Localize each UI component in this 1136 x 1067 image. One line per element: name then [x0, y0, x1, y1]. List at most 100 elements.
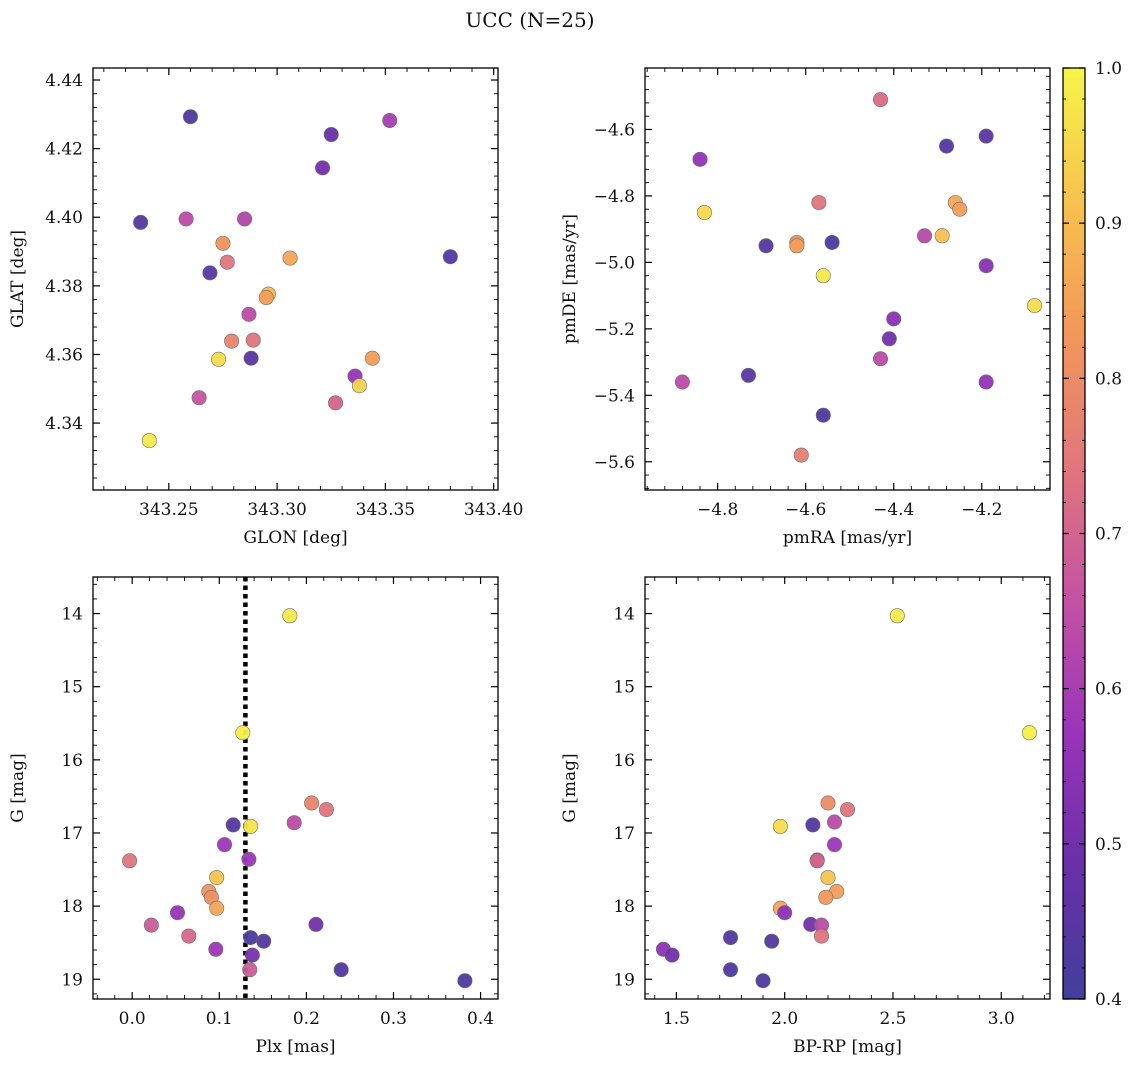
y-axis-label: pmDE [mas/yr]: [560, 214, 580, 344]
x-tick-label: 343.35: [356, 500, 415, 520]
scatter-point: [209, 870, 225, 886]
x-axis-label: Plx [mas]: [255, 1037, 335, 1057]
panels-group: 343.25 343.30 343.35 343.40 4.34 4.36 4.38 4.40…: [8, 67, 1051, 1057]
colorbar-tick-label: 0.6: [1095, 680, 1122, 700]
x-axis-label: pmRA [mas/yr]: [783, 528, 912, 548]
scatter-point: [308, 916, 324, 932]
y-tick-label: 18: [613, 897, 635, 917]
y-tick-label: 4.34: [45, 414, 83, 434]
y-tick-label: 14: [61, 605, 83, 625]
scatter-point: [282, 250, 298, 266]
colorbar: 0.4 0.5 0.6 0.7 0.8 0.9 1.0: [1062, 59, 1122, 1010]
scatter-points: [122, 608, 473, 989]
y-tick-label: 4.38: [45, 277, 83, 297]
y-tick-label: 4.42: [45, 140, 83, 160]
scatter-point: [181, 928, 197, 944]
scatter-point: [777, 905, 793, 921]
scatter-point: [224, 333, 240, 349]
x-tick-label: −4.6: [785, 500, 826, 520]
colorbar-tick-label: 1.0: [1095, 59, 1122, 79]
scatter-point: [827, 814, 843, 830]
scatter-point: [814, 928, 830, 944]
x-tick-label: 0.0: [119, 1009, 146, 1029]
scatter-point: [809, 853, 825, 869]
scatter-point: [873, 92, 889, 108]
scatter-point: [244, 947, 260, 963]
scatter-point: [723, 962, 739, 978]
colorbar-tick-label: 0.8: [1095, 369, 1122, 389]
x-tick-label: 3.0: [988, 1009, 1015, 1029]
scatter-point: [674, 374, 690, 390]
x-tick-label: −4.4: [873, 500, 914, 520]
y-tick-label: 4.44: [45, 71, 83, 91]
scatter-points: [674, 92, 1043, 463]
scatter-point: [818, 889, 834, 905]
x-axis-label: GLON [deg]: [243, 528, 347, 548]
y-axis-label: G [mag]: [8, 753, 28, 822]
scatter-point: [282, 608, 298, 624]
scatter-point: [133, 214, 149, 230]
scatter-point: [351, 378, 367, 394]
scatter-point: [873, 351, 889, 367]
scatter-points: [133, 109, 458, 449]
panel-proper-motion: −4.8 −4.6 −4.4 −4.2 −5.6 −5.4 −5.2 −5.0 −4.8 −4.6…: [560, 67, 1051, 548]
x-tick-label: 343.30: [247, 500, 306, 520]
plot-frame: [92, 67, 499, 491]
scatter-point: [243, 350, 259, 366]
y-tick-label: −5.0: [594, 253, 635, 273]
scatter-point: [939, 138, 955, 154]
x-tick-label: 343.40: [464, 500, 523, 520]
scatter-point: [820, 870, 836, 886]
figure-title: UCC (N=25): [465, 8, 594, 32]
scatter-point: [191, 390, 207, 406]
scatter-points: [655, 608, 1037, 989]
y-tick-label: −4.6: [594, 120, 635, 140]
scatter-point: [805, 817, 821, 833]
scatter-point: [202, 265, 218, 281]
scatter-point: [889, 608, 905, 624]
x-tick-label: 0.2: [293, 1009, 320, 1029]
scatter-point: [886, 311, 902, 327]
x-tick-label: −4.2: [961, 500, 1002, 520]
plot-frame: [644, 67, 1051, 491]
scatter-point: [789, 238, 805, 254]
scatter-point: [664, 947, 680, 963]
x-tick-label: 0.4: [467, 1009, 494, 1029]
scatter-point: [217, 837, 233, 853]
scatter-point: [978, 128, 994, 144]
scatter-point: [286, 815, 302, 831]
scatter-point: [1027, 298, 1043, 314]
y-tick-label: 18: [61, 897, 83, 917]
scatter-point: [245, 332, 261, 348]
scatter-point: [692, 151, 708, 167]
y-tick-label: 17: [613, 824, 635, 844]
scatter-point: [755, 973, 771, 989]
scatter-point: [122, 853, 138, 869]
scatter-point: [208, 941, 224, 957]
x-tick-label: 2.5: [879, 1009, 906, 1029]
scatter-point: [442, 249, 458, 265]
scatter-point: [209, 900, 225, 916]
scatter-point: [457, 973, 473, 989]
scatter-point: [211, 351, 227, 367]
scatter-point: [839, 802, 855, 818]
x-tick-label: 2.0: [771, 1009, 798, 1029]
y-tick-label: 4.40: [45, 208, 83, 228]
x-tick-label: 0.3: [380, 1009, 407, 1029]
colorbar-tick-label: 0.9: [1095, 214, 1122, 234]
x-tick-label: 1.5: [663, 1009, 690, 1029]
colorbar-tick-label: 0.7: [1095, 525, 1122, 545]
x-tick-label: −4.8: [697, 500, 738, 520]
x-tick-label: 0.1: [206, 1009, 233, 1029]
scatter-point: [219, 254, 235, 270]
scatter-point: [243, 818, 259, 834]
scatter-point: [333, 962, 349, 978]
plot-frame: [644, 576, 1051, 1000]
scatter-point: [237, 211, 253, 227]
scatter-point: [978, 374, 994, 390]
colorbar-tick-label: 0.4: [1095, 990, 1122, 1010]
y-tick-label: 15: [613, 678, 635, 698]
plot-frame: [92, 576, 499, 1000]
y-tick-label: 15: [61, 678, 83, 698]
